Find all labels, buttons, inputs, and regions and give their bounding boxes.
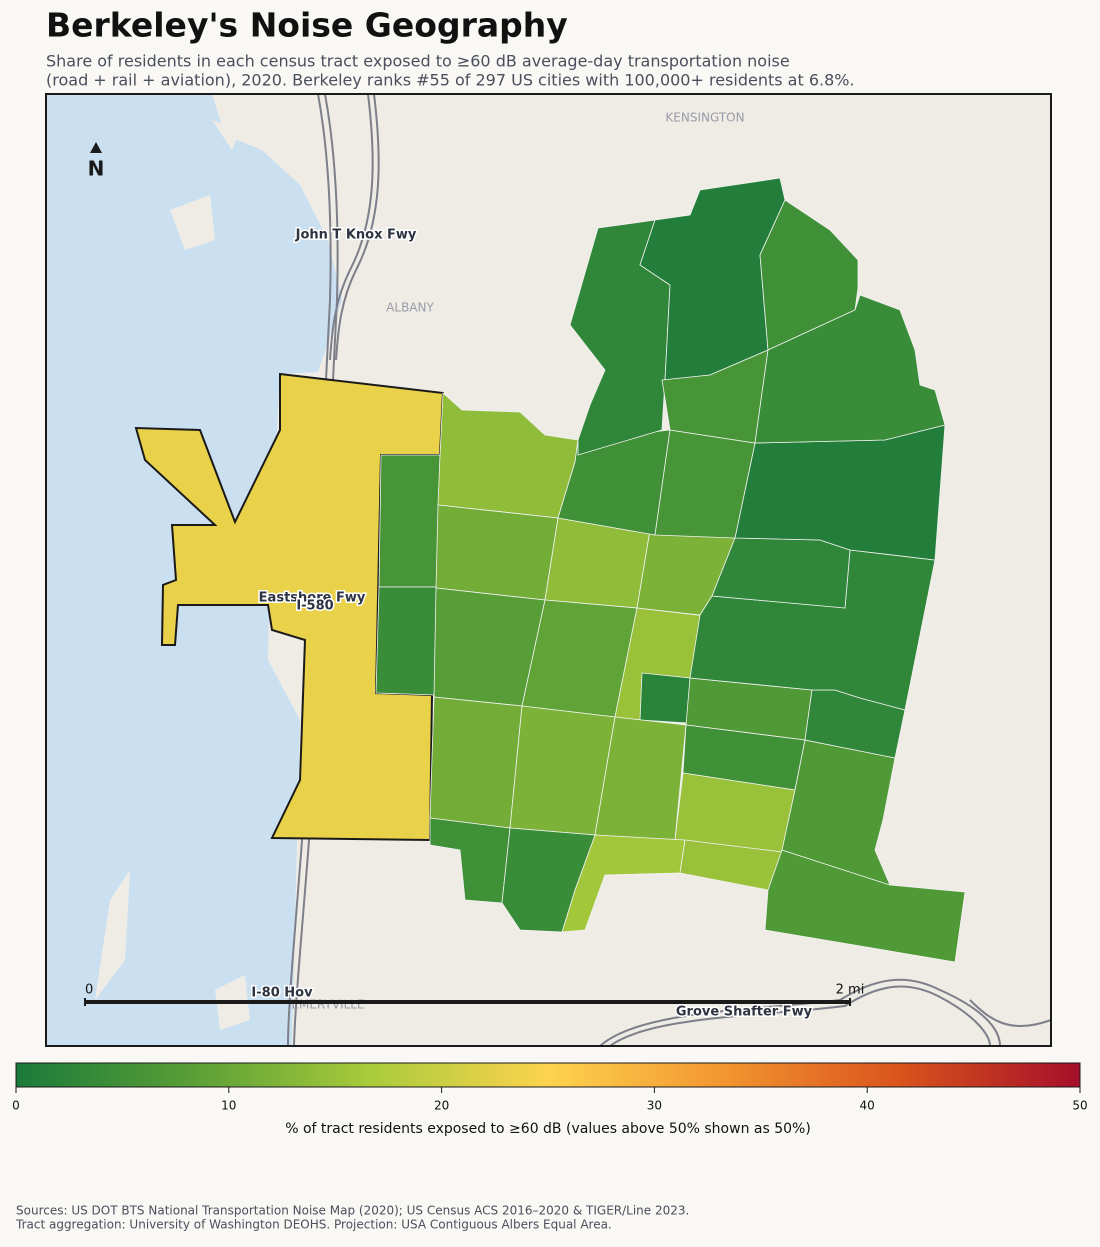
subtitle: (road + rail + aviation), 2020. Berkeley… [46, 71, 855, 90]
tract [754, 294, 946, 444]
colorbar-tick-label: 40 [860, 1099, 875, 1113]
source-note: Sources: US DOT BTS National Transportat… [16, 1204, 689, 1218]
colorbar-tick-label: 20 [434, 1099, 449, 1113]
road-labels: John T Knox Fwy Eastshore Fwy I-580 I-80… [250, 226, 814, 1021]
road-label: I-580 [296, 599, 333, 614]
place-label: ALBANY [386, 301, 434, 315]
subtitle: Share of residents in each census tract … [46, 52, 790, 71]
tracts [134, 177, 966, 963]
colorbar-tick-label: 30 [647, 1099, 662, 1113]
map-frame [45, 93, 1052, 1047]
colorbar-tick-label: 50 [1072, 1099, 1087, 1113]
colorbar-label: % of tract residents exposed to ≥60 dB (… [285, 1121, 811, 1137]
scale-bar-label: 0 [85, 983, 93, 998]
tract [711, 537, 851, 609]
colorbar-tick-label: 10 [221, 1099, 236, 1113]
tract [375, 586, 438, 696]
scale-bar-label: 2 mi [836, 983, 865, 998]
source-note: Tract aggregation: University of Washing… [15, 1218, 612, 1232]
colorbar-tick-label: 0 [12, 1099, 20, 1113]
colorbar [15, 1062, 1081, 1088]
north-label: N [88, 157, 105, 181]
title: Berkeley's Noise Geography [46, 6, 568, 45]
colorbar-ticks: 0 10 20 30 40 50 [12, 1087, 1088, 1113]
tract [378, 454, 441, 588]
road-label: I-80 Hov [251, 986, 313, 1001]
road-label: John T Knox Fwy [295, 228, 417, 243]
tract [501, 827, 596, 933]
scale-bar: 0 2 mi [84, 983, 865, 1006]
north-arrow [90, 142, 102, 153]
shoreline [95, 120, 250, 1030]
tract [435, 504, 559, 601]
tract [639, 672, 691, 724]
place-label: KENSINGTON [665, 111, 744, 125]
road-label: Eastshore Fwy [259, 591, 366, 606]
tract [759, 199, 859, 351]
road-label: Grove Shafter Fwy [676, 1005, 813, 1020]
tract [781, 739, 896, 886]
map: KENSINGTON ALBANY EMERYVILLE John T Knox… [46, 94, 1051, 1046]
tract [429, 696, 523, 829]
